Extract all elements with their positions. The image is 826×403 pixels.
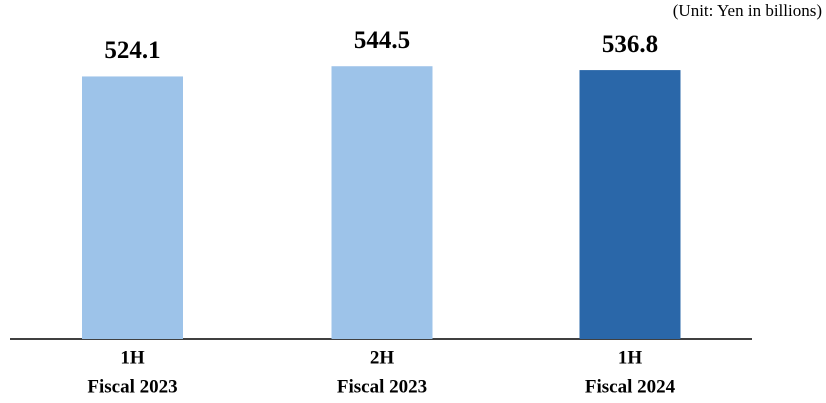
bar [579, 70, 681, 340]
x-tick-label: Fiscal 2023 [87, 376, 177, 397]
bar [82, 76, 183, 339]
x-tick-label: 1H [618, 347, 643, 368]
bar [331, 66, 433, 339]
value-label: 524.1 [104, 37, 160, 64]
value-label: 544.5 [354, 27, 410, 54]
x-tick-label: 1H [120, 347, 145, 368]
x-tick-label: Fiscal 2024 [585, 376, 676, 397]
x-tick-label: Fiscal 2023 [337, 376, 427, 397]
unit-note: (Unit: Yen in billions) [673, 1, 822, 20]
value-label: 536.8 [602, 31, 658, 58]
x-tick-label: 2H [370, 347, 395, 368]
